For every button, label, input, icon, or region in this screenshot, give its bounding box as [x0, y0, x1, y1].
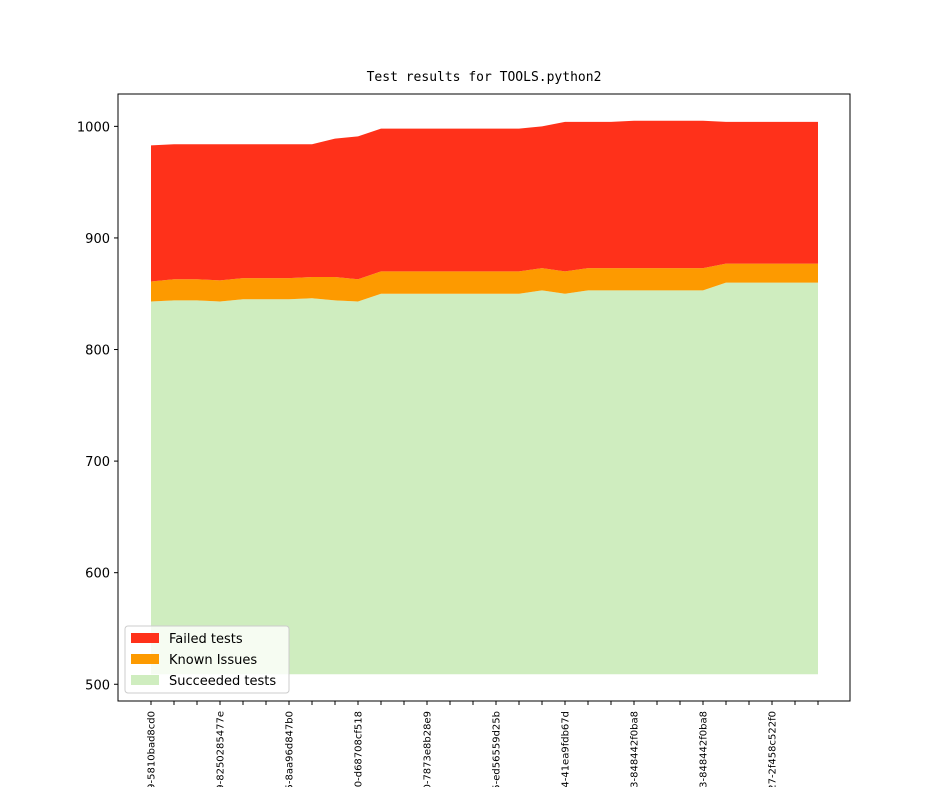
x-tick-label: 5-8aa96d847b0: [285, 711, 296, 787]
legend-label: Known Issues: [169, 653, 257, 668]
legend-label: Succeeded tests: [169, 674, 276, 689]
x-tick-label: 27-2f458c522f0: [768, 711, 779, 787]
x-tick-label: 3-848442f0ba8: [699, 711, 710, 787]
x-tick-label: 9-8250285477e: [216, 711, 227, 787]
area: [151, 120, 818, 282]
x-tick-label: 0-d68708cf518: [354, 711, 365, 787]
legend-swatch: [131, 633, 159, 643]
y-tick-label: 800: [85, 344, 110, 359]
legend-swatch: [131, 654, 159, 664]
legend: Failed tests Known Issues Succeeded tests: [124, 625, 290, 694]
legend-label: Failed tests: [169, 632, 243, 647]
y-tick-label: 500: [85, 678, 110, 693]
y-tick-label: 600: [85, 567, 110, 582]
area: [151, 282, 818, 675]
x-tick-label: 9-5810bad8cd0: [147, 711, 158, 787]
area: [151, 263, 818, 302]
plot-area: [151, 120, 818, 675]
axes-frame: [117, 93, 851, 702]
y-tick-label: 1000: [77, 120, 110, 135]
x-tick-label: 0-7873e8b28e9: [423, 711, 434, 787]
x-tick-label: 4-41ea9fdb67d: [561, 711, 572, 787]
x-tick-label: 3-848442f0ba8: [630, 711, 641, 787]
x-tick-label: 5-ed56559d25b: [492, 711, 503, 787]
y-tick-label: 700: [85, 455, 110, 470]
legend-swatch: [131, 675, 159, 685]
y-tick-label: 900: [85, 232, 110, 247]
chart-title: Test results for TOOLS.python2: [367, 70, 602, 85]
legend-box: [124, 625, 290, 694]
